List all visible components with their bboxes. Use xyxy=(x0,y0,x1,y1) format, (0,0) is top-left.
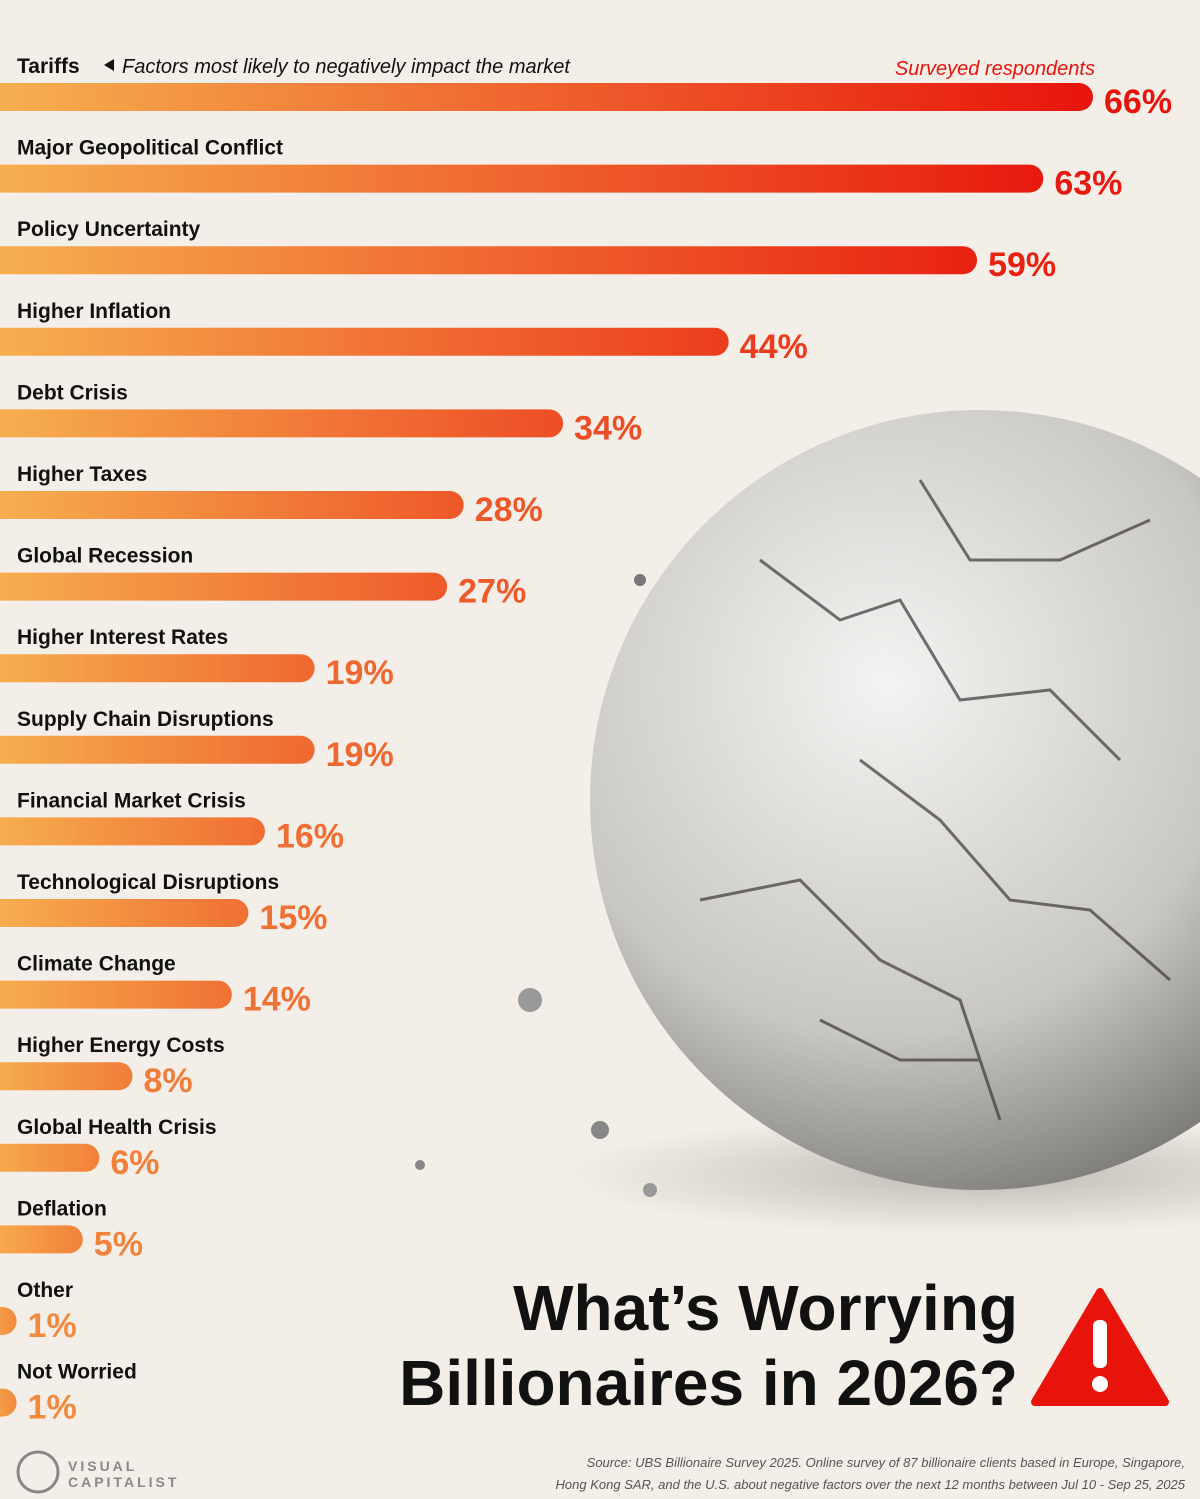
value-label: 6% xyxy=(110,1144,159,1182)
bar xyxy=(0,246,978,275)
category-label: Not Worried xyxy=(17,1361,137,1384)
value-label: 19% xyxy=(326,736,394,774)
value-label: 14% xyxy=(243,981,311,1019)
category-label: Debt Crisis xyxy=(17,381,128,404)
bar xyxy=(0,735,315,764)
category-label: Higher Energy Costs xyxy=(17,1034,225,1057)
bar xyxy=(0,1225,83,1254)
value-label: 15% xyxy=(259,899,327,937)
category-label: Higher Taxes xyxy=(17,463,147,486)
bar xyxy=(0,1062,133,1091)
legend-label: Surveyed respondents xyxy=(895,58,1095,80)
bar xyxy=(0,572,448,601)
category-label: Supply Chain Disruptions xyxy=(17,708,274,731)
logo-text: CAPITALIST xyxy=(68,1474,179,1490)
source: Source: UBS Billionaire Survey 2025. Onl… xyxy=(587,1455,1185,1470)
bar xyxy=(0,1143,100,1172)
chart-title: What’s Worrying xyxy=(513,1272,1018,1344)
category-label: Global Health Crisis xyxy=(17,1116,217,1139)
value-label: 16% xyxy=(276,817,344,855)
category-label: Global Recession xyxy=(17,545,193,568)
source: Hong Kong SAR, and the U.S. about negati… xyxy=(556,1477,1186,1492)
logo: VISUAL CAPITALIST xyxy=(16,1450,179,1494)
category-label: Higher Interest Rates xyxy=(17,626,228,649)
category-label: Technological Disruptions xyxy=(17,871,279,894)
bar xyxy=(0,980,232,1009)
logo-text: VISUAL xyxy=(68,1458,137,1474)
value-label: 34% xyxy=(574,409,642,447)
warning-icon xyxy=(1031,1288,1169,1406)
bar xyxy=(0,899,249,927)
globe-illustration xyxy=(415,410,1200,1235)
bar xyxy=(0,817,265,846)
bar xyxy=(0,83,1093,111)
value-label: 28% xyxy=(475,491,543,529)
category-label: Deflation xyxy=(17,1197,107,1220)
subtitle: Factors most likely to negatively impact… xyxy=(122,56,571,78)
category-label: Climate Change xyxy=(17,953,176,976)
bar xyxy=(0,654,315,683)
value-label: 1% xyxy=(28,1307,77,1345)
bar xyxy=(0,164,1044,193)
category-label: Other xyxy=(17,1279,73,1302)
category-label: Major Geopolitical Conflict xyxy=(17,137,283,160)
value-label: 8% xyxy=(143,1062,192,1100)
value-label: 27% xyxy=(458,573,526,611)
value-label: 1% xyxy=(28,1389,77,1427)
value-label: 59% xyxy=(988,246,1056,284)
bar xyxy=(0,1388,17,1417)
value-label: 5% xyxy=(94,1225,143,1263)
category-label: Higher Inflation xyxy=(17,300,171,323)
value-label: 19% xyxy=(326,654,394,692)
category-label: Tariffs xyxy=(17,55,80,78)
bar xyxy=(0,1307,17,1335)
bar xyxy=(0,327,729,356)
bar xyxy=(0,409,564,438)
subtitle-arrow xyxy=(104,59,114,71)
bar xyxy=(0,491,464,519)
category-label: Financial Market Crisis xyxy=(17,789,246,812)
category-label: Policy Uncertainty xyxy=(17,218,201,241)
value-label: 63% xyxy=(1054,165,1122,203)
value-label: 66% xyxy=(1104,83,1172,121)
chart-title: Billionaires in 2026? xyxy=(399,1347,1018,1419)
value-label: 44% xyxy=(740,328,808,366)
